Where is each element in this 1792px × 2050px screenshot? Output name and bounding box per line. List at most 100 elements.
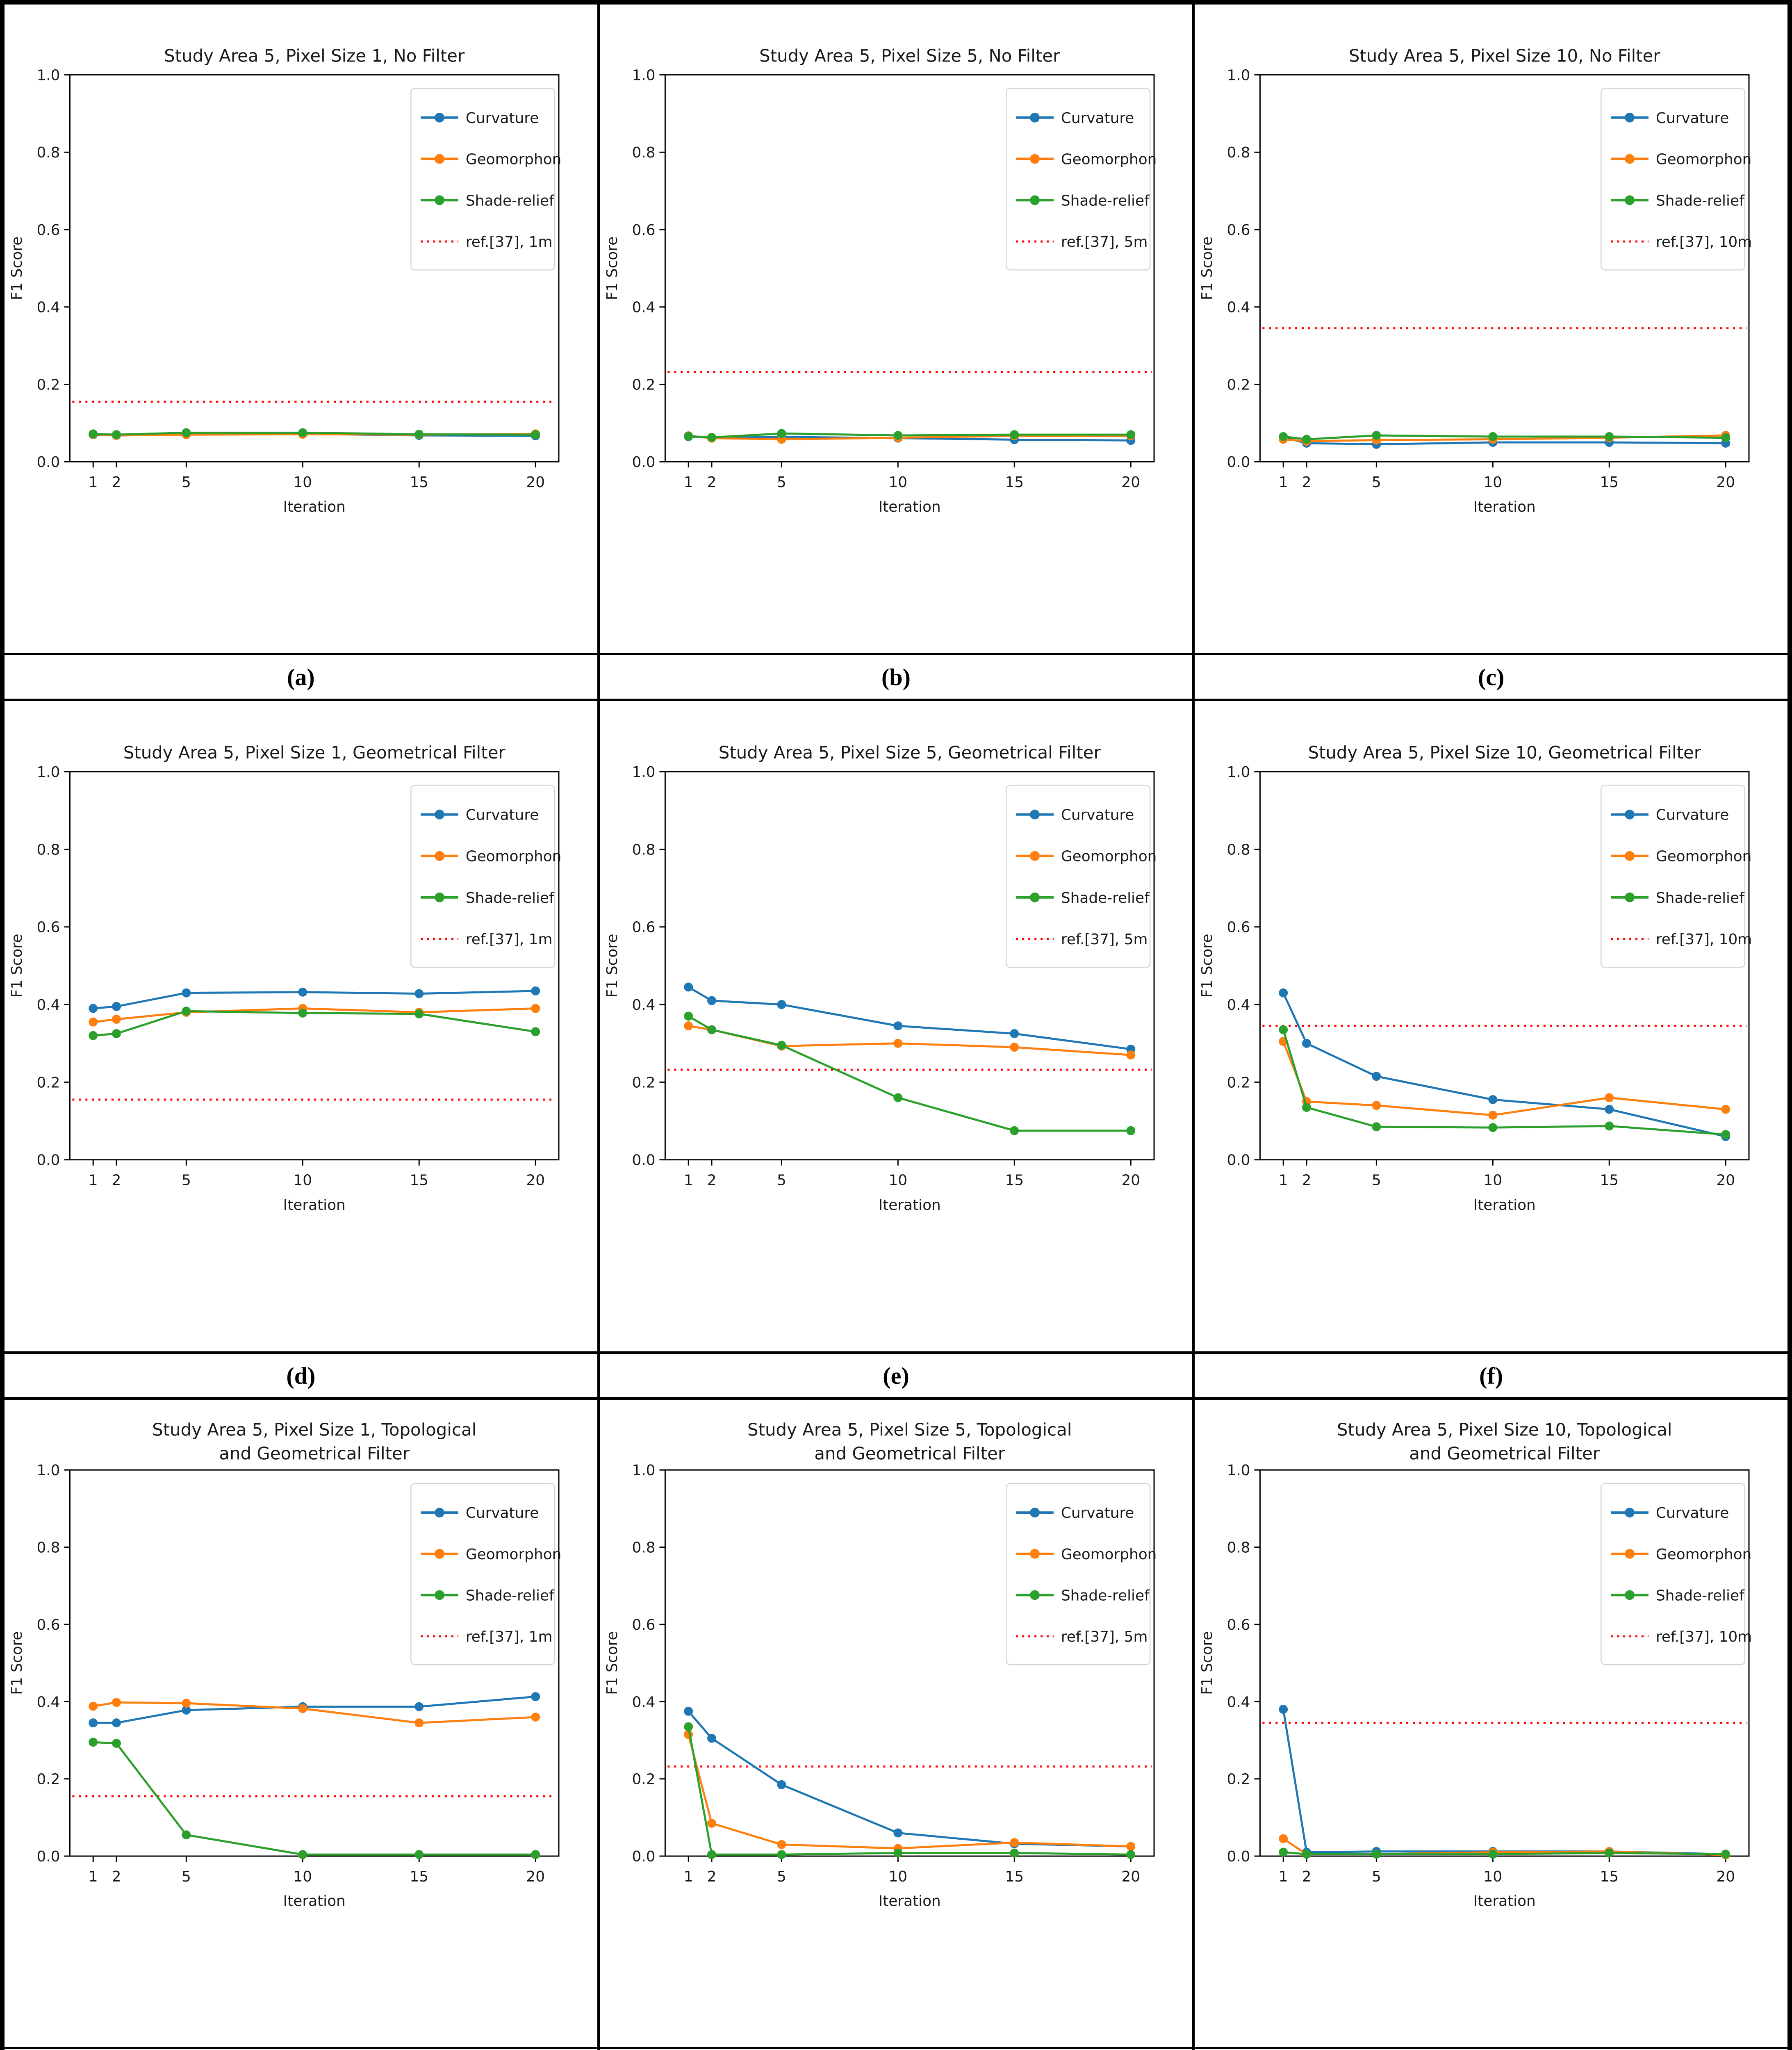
- series-marker-curvature: [777, 1000, 786, 1009]
- chart-c-canvas: Study Area 5, Pixel Size 10, No Filter 0.…: [1199, 46, 1752, 515]
- legend-box: [1005, 1483, 1150, 1665]
- series-marker-curvature: [777, 1780, 786, 1789]
- x-tick-label: 2: [707, 1172, 716, 1189]
- legend-label: Geomorphon: [1061, 848, 1157, 865]
- y-axis-ticks: 0.0 0.2 0.4 0.6 0.8 1.0: [1227, 764, 1260, 1169]
- legend-marker-curvature: [1029, 809, 1040, 820]
- x-tick-label: 20: [1121, 1172, 1140, 1189]
- chart-panel-d: Study Area 5, Pixel Size 1, Geometrical …: [3, 700, 599, 1353]
- x-tick-label: 15: [1005, 1172, 1024, 1189]
- axes-frame: [1259, 771, 1750, 1161]
- x-tick-label: 5: [1372, 1172, 1381, 1189]
- chart-title: Study Area 5, Pixel Size 10, Geometrical…: [1308, 743, 1701, 763]
- y-tick-label: 0.8: [632, 144, 655, 161]
- series-marker-shade_relief: [707, 1025, 716, 1034]
- legend-label: Shade-relief: [466, 890, 555, 907]
- x-axis-ticks: 1 2 5 10 15 20: [89, 1856, 545, 1885]
- y-tick-label: 0.8: [1227, 841, 1250, 858]
- y-axis-label: F1 Score: [1199, 237, 1216, 300]
- series-marker-geomorphon: [893, 1039, 902, 1048]
- series-line-shade_relief: [93, 1741, 536, 1856]
- x-axis-ticks: 1 2 5 10 15 20: [683, 1856, 1140, 1885]
- x-tick-label: 10: [293, 1868, 312, 1885]
- x-tick-label: 1: [683, 474, 693, 491]
- x-axis-label: Iteration: [1473, 499, 1536, 515]
- series-marker-shade_relief: [89, 429, 98, 439]
- series-marker-curvature: [1605, 1105, 1614, 1114]
- y-axis-ticks: 0.0 0.2 0.4 0.6 0.8 1.0: [36, 67, 70, 471]
- series-line-shade_relief: [688, 1015, 1131, 1132]
- chart-d-canvas: Study Area 5, Pixel Size 1, Geometrical …: [9, 743, 561, 1214]
- x-tick-label: 20: [526, 1868, 545, 1885]
- legend-marker-curvature: [1029, 1508, 1040, 1518]
- series-marker-curvature: [1009, 1029, 1019, 1039]
- x-tick-label: 15: [410, 1172, 428, 1189]
- chart-f-canvas: Study Area 5, Pixel Size 10, Geometrical…: [1199, 743, 1752, 1214]
- panel-label-f: (f): [1193, 1353, 1789, 1399]
- legend-marker-curvature: [1625, 809, 1635, 820]
- legend-label-reference: ref.[37], 5m: [1061, 234, 1148, 251]
- y-tick-label: 0.8: [36, 1540, 60, 1556]
- series-marker-geomorphon: [531, 1004, 540, 1013]
- x-axis-label: Iteration: [1473, 1197, 1536, 1214]
- y-tick-label: 0.6: [1227, 919, 1250, 936]
- series-marker-shade_relief: [683, 1011, 693, 1021]
- axes-frame: [664, 74, 1155, 462]
- series-marker-shade_relief: [1302, 435, 1312, 444]
- legend-label-reference: ref.[37], 1m: [466, 931, 553, 948]
- x-tick-label: 20: [526, 474, 545, 491]
- series-marker-geomorphon: [414, 1718, 424, 1728]
- panel-label-a: (a): [3, 654, 599, 700]
- legend-marker-curvature: [1625, 1508, 1635, 1518]
- series-marker-shade_relief: [1009, 1126, 1019, 1135]
- chart-title: Study Area 5, Pixel Size 5, Geometrical …: [718, 743, 1101, 763]
- legend-box: [1005, 784, 1150, 968]
- series-marker-curvature: [1488, 1095, 1498, 1104]
- legend-label: Curvature: [466, 110, 539, 127]
- panel-label-h: (h): [598, 2048, 1194, 2050]
- x-tick-label: 2: [1302, 1172, 1312, 1189]
- legend-label: Curvature: [1656, 1505, 1729, 1522]
- legend-marker-shade_relief: [1625, 195, 1635, 205]
- legend-label: Shade-relief: [1061, 1587, 1150, 1604]
- series-marker-shade_relief: [1302, 1102, 1312, 1112]
- chart-h-canvas: Study Area 5, Pixel Size 5, Topological a…: [603, 1420, 1157, 1910]
- series-marker-shade_relief: [1126, 1126, 1135, 1135]
- axes-frame: [69, 771, 560, 1161]
- series-marker-shade_relief: [777, 1850, 786, 1859]
- y-tick-label: 0.2: [36, 376, 60, 393]
- series-marker-shade_relief: [1009, 1848, 1019, 1858]
- series-line-geomorphon: [687, 1734, 1131, 1850]
- legend-marker-geomorphon: [435, 1549, 445, 1559]
- x-tick-label: 10: [1484, 1868, 1503, 1885]
- y-tick-label: 0.0: [1227, 1848, 1250, 1865]
- x-tick-label: 5: [182, 1172, 191, 1189]
- series-marker-curvature: [112, 1718, 121, 1728]
- legend-box: [1601, 1483, 1746, 1665]
- series-marker-curvature: [298, 987, 307, 997]
- legend: Curvature Geomorphon Shade-relief ref.[37],…: [1005, 784, 1157, 968]
- series-marker-geomorphon: [1126, 1050, 1135, 1060]
- series-marker-shade_relief: [531, 430, 540, 440]
- y-axis-ticks: 0.0 0.2 0.4 0.6 0.8 1.0: [1227, 67, 1260, 471]
- series-marker-shade_relief: [531, 1027, 540, 1036]
- chart-a-canvas: Study Area 5, Pixel Size 1, No Filter 0.0…: [9, 46, 562, 515]
- legend-label: Curvature: [1656, 110, 1729, 127]
- series-marker-shade_relief: [414, 1850, 424, 1859]
- legend-label: Curvature: [466, 1505, 539, 1522]
- legend-label-reference: ref.[37], 10m: [1656, 1629, 1752, 1645]
- legend-label: Geomorphon: [1656, 848, 1752, 865]
- y-tick-label: 0.0: [36, 1152, 60, 1169]
- y-tick-label: 0.0: [632, 1152, 655, 1169]
- series-line-curvature: [93, 990, 536, 1010]
- y-tick-label: 0.0: [36, 454, 60, 471]
- y-tick-label: 0.6: [632, 222, 655, 239]
- chart-i-canvas: Study Area 5, Pixel Size 10, Topological…: [1199, 1420, 1752, 1910]
- y-tick-label: 0.4: [36, 299, 60, 316]
- y-axis-ticks: 0.0 0.2 0.4 0.6 0.8 1.0: [1227, 1462, 1260, 1865]
- y-tick-label: 0.8: [632, 1540, 655, 1556]
- legend-box: [1601, 784, 1746, 968]
- x-axis-label: Iteration: [283, 1893, 346, 1910]
- legend-marker-geomorphon: [1625, 851, 1635, 861]
- series-marker-shade_relief: [1605, 432, 1614, 441]
